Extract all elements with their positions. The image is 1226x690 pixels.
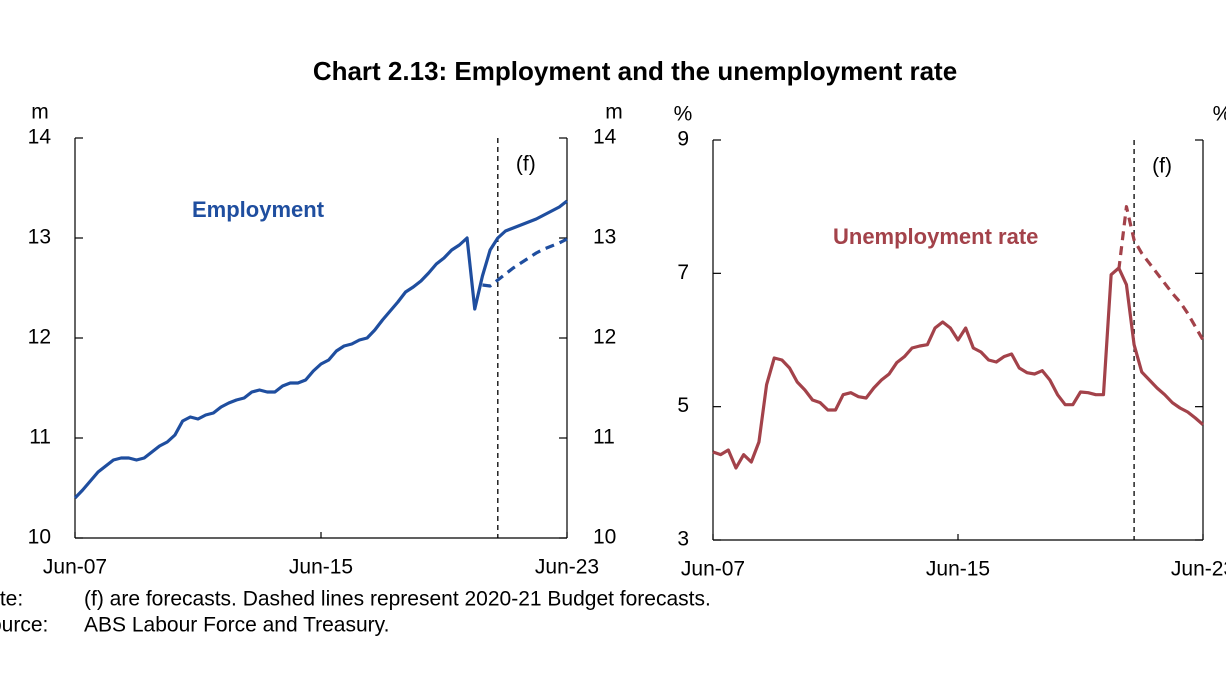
forecast-series-line	[482, 237, 568, 288]
source-text: ABS Labour Force and Treasury.	[84, 614, 389, 637]
series-label: Employment	[192, 197, 325, 222]
x-tick-label: Jun-15	[926, 558, 990, 581]
y-tick-label: 9	[677, 128, 689, 151]
y2-tick-label: 12	[593, 326, 616, 349]
x-tick-label: Jun-23	[1171, 558, 1226, 581]
y-tick-label: 13	[28, 226, 51, 249]
y-tick-label: 12	[28, 326, 51, 349]
y-axis-unit: %	[674, 103, 693, 126]
y2-axis-unit: m	[605, 101, 623, 124]
note-text: (f) are forecasts. Dashed lines represen…	[84, 588, 711, 611]
y2-tick-label: 14	[593, 126, 617, 149]
y-tick-label: 10	[28, 526, 51, 549]
y-tick-label: 11	[29, 426, 51, 449]
y2-tick-label: 11	[593, 426, 615, 449]
x-tick-label: Jun-23	[535, 556, 599, 579]
forecast-label: (f)	[516, 153, 536, 176]
y-tick-label: 3	[677, 528, 689, 551]
y-tick-label: 7	[677, 261, 689, 284]
y-tick-label: 5	[677, 394, 689, 417]
y-tick-label: 14	[28, 126, 52, 149]
x-tick-label: Jun-07	[681, 558, 745, 581]
x-tick-label: Jun-07	[43, 556, 107, 579]
forecast-series-line	[1117, 205, 1205, 341]
series-label: Unemployment rate	[833, 224, 1038, 249]
chart-title: Chart 2.13: Employment and the unemploym…	[313, 56, 957, 86]
y2-tick-label: 10	[593, 526, 616, 549]
y2-tick-label: 13	[593, 226, 616, 249]
forecast-label: (f)	[1152, 155, 1172, 178]
series-line	[712, 266, 1205, 470]
note-label: Note:	[0, 588, 23, 611]
y-axis-unit: m	[31, 101, 49, 124]
source-label: Source:	[0, 614, 48, 637]
y2-axis-unit: %	[1213, 103, 1226, 126]
series-line	[73, 199, 568, 500]
x-tick-label: Jun-15	[289, 556, 353, 579]
